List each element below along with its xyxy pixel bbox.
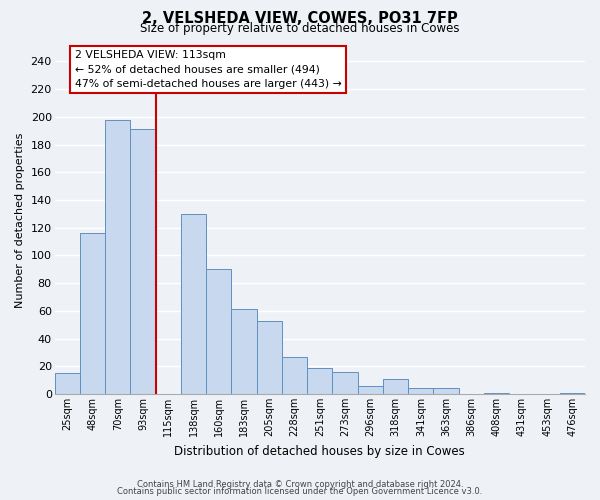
Bar	[282, 356, 307, 394]
Bar	[232, 310, 257, 394]
Text: Size of property relative to detached houses in Cowes: Size of property relative to detached ho…	[140, 22, 460, 35]
Bar	[257, 320, 282, 394]
Bar	[130, 130, 155, 394]
Text: 2, VELSHEDA VIEW, COWES, PO31 7FP: 2, VELSHEDA VIEW, COWES, PO31 7FP	[142, 11, 458, 26]
Text: 2 VELSHEDA VIEW: 113sqm
← 52% of detached houses are smaller (494)
47% of semi-d: 2 VELSHEDA VIEW: 113sqm ← 52% of detache…	[75, 50, 341, 89]
Bar	[560, 392, 585, 394]
Bar	[307, 368, 332, 394]
Bar	[332, 372, 358, 394]
Text: Contains public sector information licensed under the Open Government Licence v3: Contains public sector information licen…	[118, 487, 482, 496]
Bar	[80, 233, 105, 394]
Bar	[181, 214, 206, 394]
Bar	[433, 388, 459, 394]
Bar	[408, 388, 433, 394]
Bar	[55, 373, 80, 394]
X-axis label: Distribution of detached houses by size in Cowes: Distribution of detached houses by size …	[175, 444, 465, 458]
Y-axis label: Number of detached properties: Number of detached properties	[15, 133, 25, 308]
Bar	[358, 386, 383, 394]
Bar	[206, 270, 232, 394]
Bar	[105, 120, 130, 394]
Text: Contains HM Land Registry data © Crown copyright and database right 2024.: Contains HM Land Registry data © Crown c…	[137, 480, 463, 489]
Bar	[484, 392, 509, 394]
Bar	[383, 379, 408, 394]
